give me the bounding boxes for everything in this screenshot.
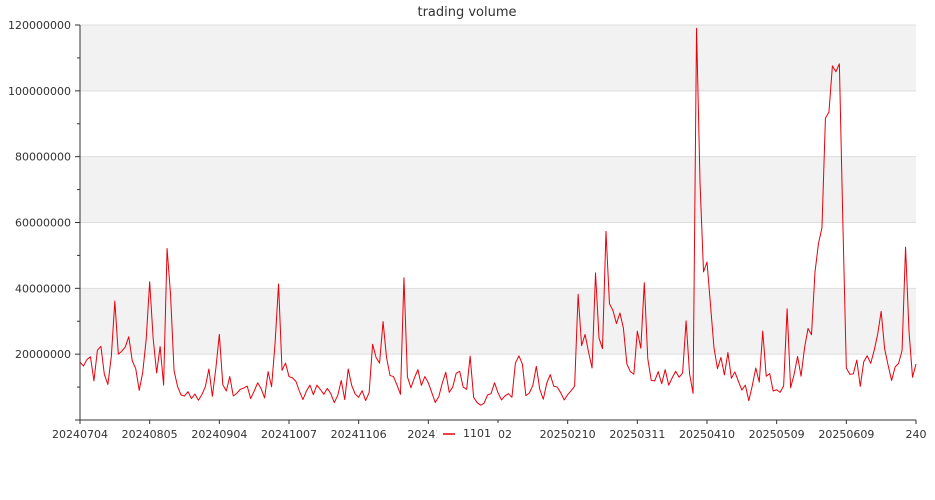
x-axis: 20240704 20240805 20240904 20241007 20241106… (52, 420, 927, 441)
x-tick-label: 20240805 (122, 428, 178, 441)
y-tick-label: 120000000 (8, 19, 71, 32)
x-tick-label: 20250210 (540, 428, 596, 441)
x-tick-label: 20241106 (331, 428, 387, 441)
x-tick-label: 240 (906, 428, 927, 441)
legend-background (437, 423, 499, 441)
y-tick-label: 20000000 (15, 348, 71, 361)
x-tick-label: 20240704 (52, 428, 108, 441)
y-tick-label: 60000000 (15, 217, 71, 230)
legend: 1101 (437, 423, 499, 441)
legend-label: 1101 (463, 427, 491, 440)
grid-band (80, 25, 916, 91)
x-tick-label: 20250609 (818, 428, 874, 441)
x-tick-label: 20240904 (191, 428, 247, 441)
series-line-1101 (79, 27, 917, 406)
y-tick-label: 80000000 (15, 151, 71, 164)
y-tick-label: 40000000 (15, 282, 71, 295)
x-tick-label: 20241007 (261, 428, 317, 441)
grid-band (80, 156, 916, 223)
y-tick-label: 100000000 (8, 85, 71, 98)
grid-band (80, 288, 916, 355)
chart-background-bands (80, 24, 916, 355)
x-tick-label: 20250410 (679, 428, 735, 441)
series-layer (79, 27, 917, 406)
x-tick-label: 20250311 (609, 428, 665, 441)
chart-title: trading volume (417, 5, 516, 20)
x-tick-label: 20250509 (749, 428, 805, 441)
y-axis: 20000000 40000000 60000000 80000000 10000000… (8, 19, 80, 421)
